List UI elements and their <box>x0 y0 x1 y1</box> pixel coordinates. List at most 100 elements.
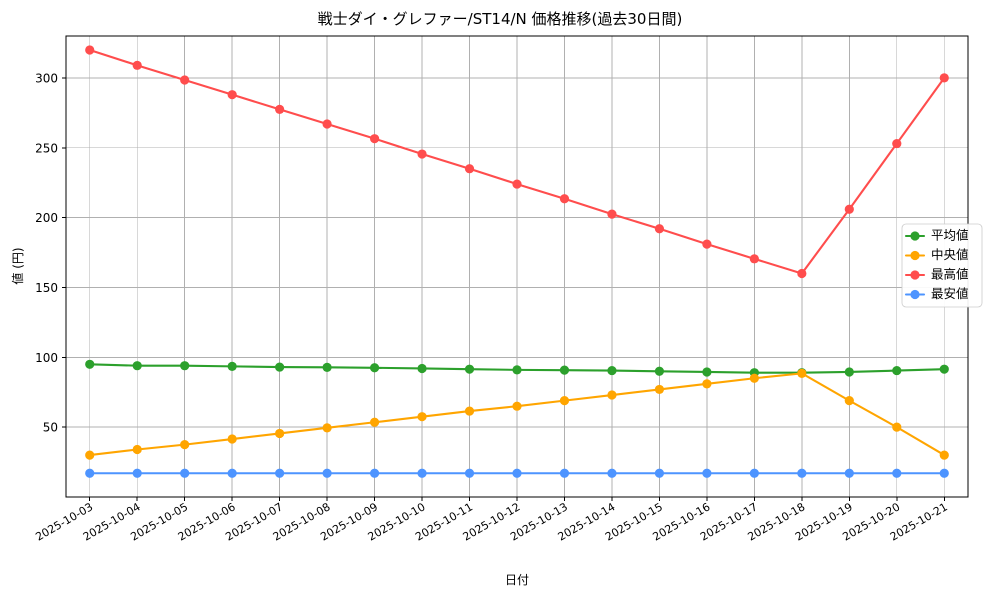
data-point-marker <box>369 417 380 427</box>
data-point-marker <box>85 450 95 460</box>
data-point-marker <box>512 179 522 189</box>
data-point-marker <box>844 367 854 377</box>
data-point-marker <box>654 366 665 376</box>
data-point-marker <box>227 434 237 444</box>
x-axis-label: 日付 <box>505 573 529 587</box>
data-point-marker <box>702 468 712 478</box>
data-point-marker <box>702 379 712 389</box>
data-point-marker <box>369 363 380 373</box>
series-中央値 <box>85 368 949 460</box>
data-point-marker <box>607 468 617 478</box>
data-point-marker <box>512 468 522 478</box>
data-point-marker <box>939 450 949 460</box>
data-point-marker <box>749 468 759 478</box>
y-tick-label: 150 <box>35 281 58 295</box>
data-point-marker <box>939 468 949 478</box>
data-point-marker <box>417 468 427 478</box>
data-point-marker <box>607 365 617 376</box>
legend-item-平均値[interactable]: 平均値 <box>904 228 969 243</box>
legend-item-最安値[interactable]: 最安値 <box>904 286 969 301</box>
data-point-marker <box>322 119 332 129</box>
legend-item-中央値[interactable]: 中央値 <box>904 247 969 262</box>
legend-item-label: 最安値 <box>931 286 969 301</box>
legend-item-label: 最高値 <box>931 267 969 282</box>
data-point-marker <box>275 104 285 114</box>
data-point-marker <box>559 365 570 375</box>
data-point-marker <box>275 428 285 439</box>
legend-item-label: 中央値 <box>931 247 969 262</box>
data-point-marker <box>797 268 807 279</box>
data-point-marker <box>607 390 617 400</box>
data-point-marker <box>464 406 475 416</box>
data-point-marker <box>702 239 712 249</box>
data-point-marker <box>417 412 427 422</box>
y-tick-label: 200 <box>35 211 58 225</box>
series-最安値 <box>85 468 949 478</box>
legend-marker-swatch <box>910 250 920 261</box>
data-point-marker <box>132 444 142 455</box>
y-axis-label: 値 (円) <box>10 247 25 284</box>
data-point-marker <box>939 364 949 374</box>
data-series <box>85 45 949 478</box>
data-point-marker <box>132 60 142 70</box>
data-point-marker <box>844 396 854 406</box>
data-point-marker <box>512 365 522 375</box>
data-point-marker <box>275 362 285 372</box>
data-point-marker <box>892 365 902 376</box>
y-tick-label: 300 <box>35 71 58 85</box>
data-point-marker <box>322 423 332 433</box>
data-point-marker <box>702 367 712 377</box>
data-point-marker <box>369 468 380 478</box>
data-point-marker <box>227 90 237 100</box>
data-point-marker <box>749 373 759 383</box>
data-point-marker <box>132 468 142 478</box>
y-tick-label: 100 <box>35 351 58 365</box>
data-point-marker <box>180 440 190 450</box>
data-point-marker <box>132 361 142 371</box>
y-axis-ticks: 50 100 150 200 250 300 <box>35 71 66 435</box>
y-tick-label: 50 <box>43 421 58 435</box>
legend-marker-swatch <box>910 289 920 300</box>
data-point-marker <box>844 204 854 214</box>
data-point-marker <box>892 422 902 432</box>
data-point-marker <box>322 362 332 372</box>
legend-marker-swatch <box>910 231 920 241</box>
gridlines <box>66 36 968 497</box>
data-point-marker <box>369 134 380 144</box>
data-point-marker <box>464 468 475 478</box>
data-point-marker <box>654 224 665 234</box>
data-point-marker <box>464 164 475 174</box>
data-point-marker <box>85 45 95 55</box>
legend-item-label: 平均値 <box>931 228 969 243</box>
data-point-marker <box>512 401 522 411</box>
data-point-marker <box>939 73 949 83</box>
data-point-marker <box>417 363 427 374</box>
data-point-marker <box>180 75 190 85</box>
data-point-marker <box>85 468 95 478</box>
data-point-marker <box>417 149 427 159</box>
data-point-marker <box>559 468 570 478</box>
data-point-marker <box>559 396 570 406</box>
data-point-marker <box>892 468 902 478</box>
y-tick-label: 250 <box>35 141 58 155</box>
legend-marker-swatch <box>910 270 920 280</box>
data-point-marker <box>180 468 190 478</box>
data-point-marker <box>654 468 665 478</box>
data-point-marker <box>654 384 665 395</box>
data-point-marker <box>892 138 902 149</box>
series-最高値 <box>85 45 949 279</box>
data-point-marker <box>227 468 237 478</box>
data-point-marker <box>227 361 237 371</box>
data-point-marker <box>844 468 854 478</box>
data-point-marker <box>559 194 570 204</box>
data-point-marker <box>275 468 285 478</box>
legend-background <box>901 223 983 308</box>
data-point-marker <box>797 368 807 378</box>
data-point-marker <box>322 468 332 478</box>
legend-item-最高値[interactable]: 最高値 <box>904 267 969 282</box>
chart-title: 戦士ダイ・グレファー/ST14/N 価格推移(過去30日間) <box>318 10 683 28</box>
